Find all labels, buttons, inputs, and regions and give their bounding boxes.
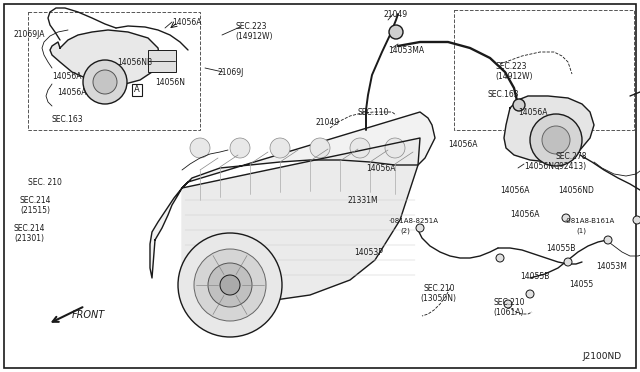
- Text: (2): (2): [400, 228, 410, 234]
- Circle shape: [389, 25, 403, 39]
- Text: 14053P: 14053P: [354, 248, 383, 257]
- Polygon shape: [50, 30, 160, 84]
- Polygon shape: [504, 96, 594, 162]
- Polygon shape: [150, 112, 435, 278]
- Text: (21515): (21515): [20, 206, 50, 215]
- Text: 14056NB: 14056NB: [117, 58, 152, 67]
- Text: SEC.278: SEC.278: [556, 152, 588, 161]
- Text: SEC.110: SEC.110: [358, 108, 390, 117]
- Text: 14056A: 14056A: [448, 140, 477, 149]
- Text: J2100ND: J2100ND: [582, 352, 621, 361]
- Circle shape: [190, 138, 210, 158]
- Circle shape: [530, 114, 582, 166]
- Circle shape: [83, 60, 127, 104]
- Circle shape: [270, 138, 290, 158]
- Circle shape: [526, 290, 534, 298]
- Text: 14056A: 14056A: [57, 88, 86, 97]
- Text: 21069JA: 21069JA: [14, 30, 45, 39]
- Text: (14912W): (14912W): [235, 32, 273, 41]
- Text: (92413): (92413): [556, 162, 586, 171]
- Circle shape: [504, 300, 512, 308]
- Text: 14056NC: 14056NC: [524, 162, 559, 171]
- Text: (14912W): (14912W): [495, 72, 532, 81]
- Circle shape: [604, 236, 612, 244]
- Text: 14056A: 14056A: [500, 186, 529, 195]
- Text: 14055B: 14055B: [546, 244, 575, 253]
- Text: 14056A: 14056A: [52, 72, 81, 81]
- Circle shape: [385, 138, 405, 158]
- Bar: [28, 12, 200, 130]
- Text: 21331M: 21331M: [348, 196, 379, 205]
- Text: SEC.163: SEC.163: [52, 115, 84, 124]
- Text: 14056A: 14056A: [172, 18, 202, 27]
- Text: SEC.210: SEC.210: [493, 298, 525, 307]
- Circle shape: [416, 224, 424, 232]
- Text: 14056N: 14056N: [155, 78, 185, 87]
- Circle shape: [178, 233, 282, 337]
- Text: 21049: 21049: [316, 118, 340, 127]
- Circle shape: [350, 138, 370, 158]
- Circle shape: [564, 258, 572, 266]
- Text: (13050N): (13050N): [420, 294, 456, 303]
- Text: 14056A: 14056A: [510, 210, 540, 219]
- Bar: [148, 50, 176, 72]
- Text: 14055: 14055: [569, 280, 593, 289]
- Circle shape: [542, 126, 570, 154]
- Text: 14056A: 14056A: [518, 108, 547, 117]
- Text: A: A: [134, 86, 140, 94]
- Text: SEC.214: SEC.214: [14, 224, 45, 233]
- Text: (1): (1): [576, 228, 586, 234]
- Circle shape: [633, 216, 640, 224]
- Text: 14053M: 14053M: [596, 262, 627, 271]
- Text: ·081A8-8251A: ·081A8-8251A: [388, 218, 438, 224]
- Circle shape: [93, 70, 117, 94]
- Text: SEC.223: SEC.223: [235, 22, 266, 31]
- Circle shape: [220, 275, 240, 295]
- Text: 14056A: 14056A: [366, 164, 396, 173]
- Circle shape: [513, 99, 525, 111]
- Text: SEC.214: SEC.214: [20, 196, 51, 205]
- Bar: [454, 10, 634, 130]
- Text: 21069J: 21069J: [218, 68, 244, 77]
- Text: FRONT: FRONT: [72, 310, 105, 320]
- Circle shape: [194, 249, 266, 321]
- Text: SEC.163: SEC.163: [488, 90, 520, 99]
- Text: ·081A8-B161A: ·081A8-B161A: [564, 218, 614, 224]
- Circle shape: [496, 254, 504, 262]
- Text: 14056ND: 14056ND: [558, 186, 594, 195]
- Text: (1061A): (1061A): [493, 308, 524, 317]
- Text: 21049: 21049: [383, 10, 407, 19]
- Text: SEC. 210: SEC. 210: [28, 178, 62, 187]
- Circle shape: [310, 138, 330, 158]
- Text: SEC.223: SEC.223: [495, 62, 527, 71]
- Text: SEC.210: SEC.210: [424, 284, 456, 293]
- Circle shape: [562, 214, 570, 222]
- Polygon shape: [182, 138, 420, 300]
- Text: 14053MA: 14053MA: [388, 46, 424, 55]
- Text: 14055B: 14055B: [520, 272, 549, 281]
- Text: (21301): (21301): [14, 234, 44, 243]
- Circle shape: [230, 138, 250, 158]
- Circle shape: [208, 263, 252, 307]
